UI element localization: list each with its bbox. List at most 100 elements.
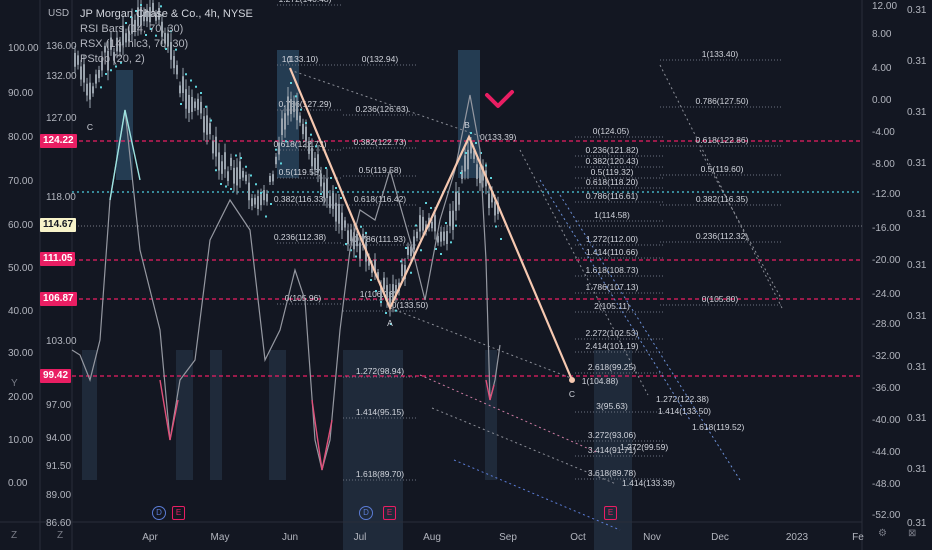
- candle-body: [326, 178, 328, 199]
- axis-y-button[interactable]: Y: [11, 378, 18, 389]
- psar-dot: [195, 85, 197, 88]
- candle-body: [482, 166, 484, 181]
- psar-dot: [355, 255, 357, 258]
- right-axis-tick: -36.00: [872, 383, 901, 394]
- candle-body: [332, 193, 334, 209]
- candle-body: [164, 32, 166, 44]
- candle-body: [335, 202, 337, 222]
- candle-body: [239, 161, 241, 179]
- zoom-button-left[interactable]: Z: [11, 530, 18, 541]
- candle-body: [215, 136, 217, 157]
- psar-dot: [120, 61, 122, 64]
- psar-dot: [485, 164, 487, 167]
- fib-left-label: 1.272(140.48): [279, 0, 332, 4]
- psar-dot: [275, 148, 277, 151]
- candle-body: [362, 233, 364, 246]
- indicator-rsx[interactable]: RSX (14, hlc3, 70, 30): [80, 38, 189, 50]
- osc-axis-tick: 70.00: [8, 176, 33, 187]
- psar-dot: [450, 241, 452, 244]
- psar-dot: [110, 69, 112, 72]
- indicator-rsi-bars[interactable]: RSI Bars (14, 70, 30): [80, 23, 184, 35]
- candle-body: [446, 231, 448, 244]
- fib-mid-label: 0(133.50): [392, 300, 429, 310]
- candle-body: [419, 215, 421, 232]
- psar-dot: [290, 82, 292, 84]
- earnings-marker-3[interactable]: E: [604, 506, 617, 520]
- fib-right-label: 1.414(110.66): [586, 247, 638, 257]
- candles-group: [74, 0, 502, 325]
- psar-dot: [375, 290, 377, 292]
- candle-body: [83, 64, 85, 83]
- candle-body: [110, 37, 112, 50]
- fib-mid-label: 1.414(95.15): [356, 407, 404, 417]
- psar-dot: [405, 247, 407, 249]
- osc-axis-tick: 10.00: [8, 435, 33, 446]
- right-axis-tick: -4.00: [872, 127, 895, 138]
- candle-body: [209, 123, 211, 135]
- candle-body: [155, 13, 157, 21]
- time-axis-label: Nov: [643, 532, 661, 543]
- candle-body: [149, 7, 151, 23]
- fib-fan-line: [453, 459, 621, 531]
- fib-right-label: 0.618(118.20): [586, 177, 638, 187]
- fib-far-label: 0.618(122.86): [696, 135, 749, 145]
- fib-b-label: 0(133.39): [480, 132, 517, 142]
- psar-dot: [125, 22, 127, 24]
- candle-body: [305, 126, 307, 142]
- fib-far-label: 0.382(116.35): [696, 194, 748, 204]
- candle-body: [452, 210, 454, 230]
- osc-axis-tick: 50.00: [8, 263, 33, 274]
- zoom-button-right[interactable]: Z: [57, 530, 64, 541]
- settings-gear-icon[interactable]: ⚙: [878, 528, 887, 539]
- candle-body: [281, 118, 283, 136]
- fib-mid-label: 0(132.94): [362, 54, 399, 64]
- candle-body: [443, 231, 445, 241]
- time-axis-label: Jul: [354, 532, 367, 543]
- earnings-marker-1[interactable]: E: [172, 506, 185, 520]
- candle-body: [473, 150, 475, 159]
- price-axis-tick: 91.50: [46, 461, 71, 472]
- right-axis-2-tick: 0.31: [907, 362, 927, 373]
- fib-mid-label: 0.618(116.42): [354, 194, 406, 204]
- candle-body: [323, 182, 325, 199]
- candle-body: [182, 76, 184, 93]
- psar-dot: [130, 16, 132, 18]
- candle-body: [188, 94, 190, 113]
- candle-body: [395, 285, 397, 297]
- time-axis-label: Oct: [570, 532, 586, 543]
- psar-dot: [420, 249, 422, 252]
- candle-body: [329, 196, 331, 208]
- auto-scale-icon[interactable]: ⊠: [908, 528, 917, 539]
- candle-body: [293, 100, 295, 113]
- fib-left-label: 0.5(119.53): [279, 167, 322, 177]
- candle-body: [284, 113, 286, 130]
- osc-axis-tick: 90.00: [8, 88, 33, 99]
- psar-dot: [105, 73, 107, 75]
- psar-dot: [170, 30, 172, 33]
- time-axis-label: May: [211, 532, 230, 543]
- dividend-marker-2[interactable]: D: [359, 506, 373, 520]
- candle-body: [131, 16, 133, 34]
- candle-body: [458, 192, 460, 205]
- right-axis-2-tick: 0.31: [907, 311, 927, 322]
- candle-body: [221, 161, 223, 174]
- candle-body: [161, 21, 163, 37]
- dividend-marker-1[interactable]: D: [152, 506, 166, 520]
- earnings-marker-2[interactable]: E: [383, 506, 396, 520]
- indicator-pstop[interactable]: PStop (20, 2): [80, 53, 145, 65]
- psar-dot: [150, 28, 152, 30]
- psar-dot: [115, 65, 117, 68]
- chart-title[interactable]: JP Morgan Chase & Co., 4h, NYSE: [80, 8, 253, 20]
- candle-body: [101, 57, 103, 71]
- candle-body: [251, 198, 253, 207]
- right-axis-2-tick: 0.31: [907, 413, 927, 424]
- fib-ext-label: 1.414(133.50): [658, 406, 711, 416]
- candle-body: [461, 170, 463, 180]
- psar-dot: [425, 202, 427, 204]
- price-axis-tick: 94.00: [46, 433, 71, 444]
- price-tag-124: 124.22: [40, 134, 77, 148]
- fib-fan-line: [659, 64, 783, 309]
- psar-dot: [155, 34, 157, 37]
- candle-body: [422, 216, 424, 231]
